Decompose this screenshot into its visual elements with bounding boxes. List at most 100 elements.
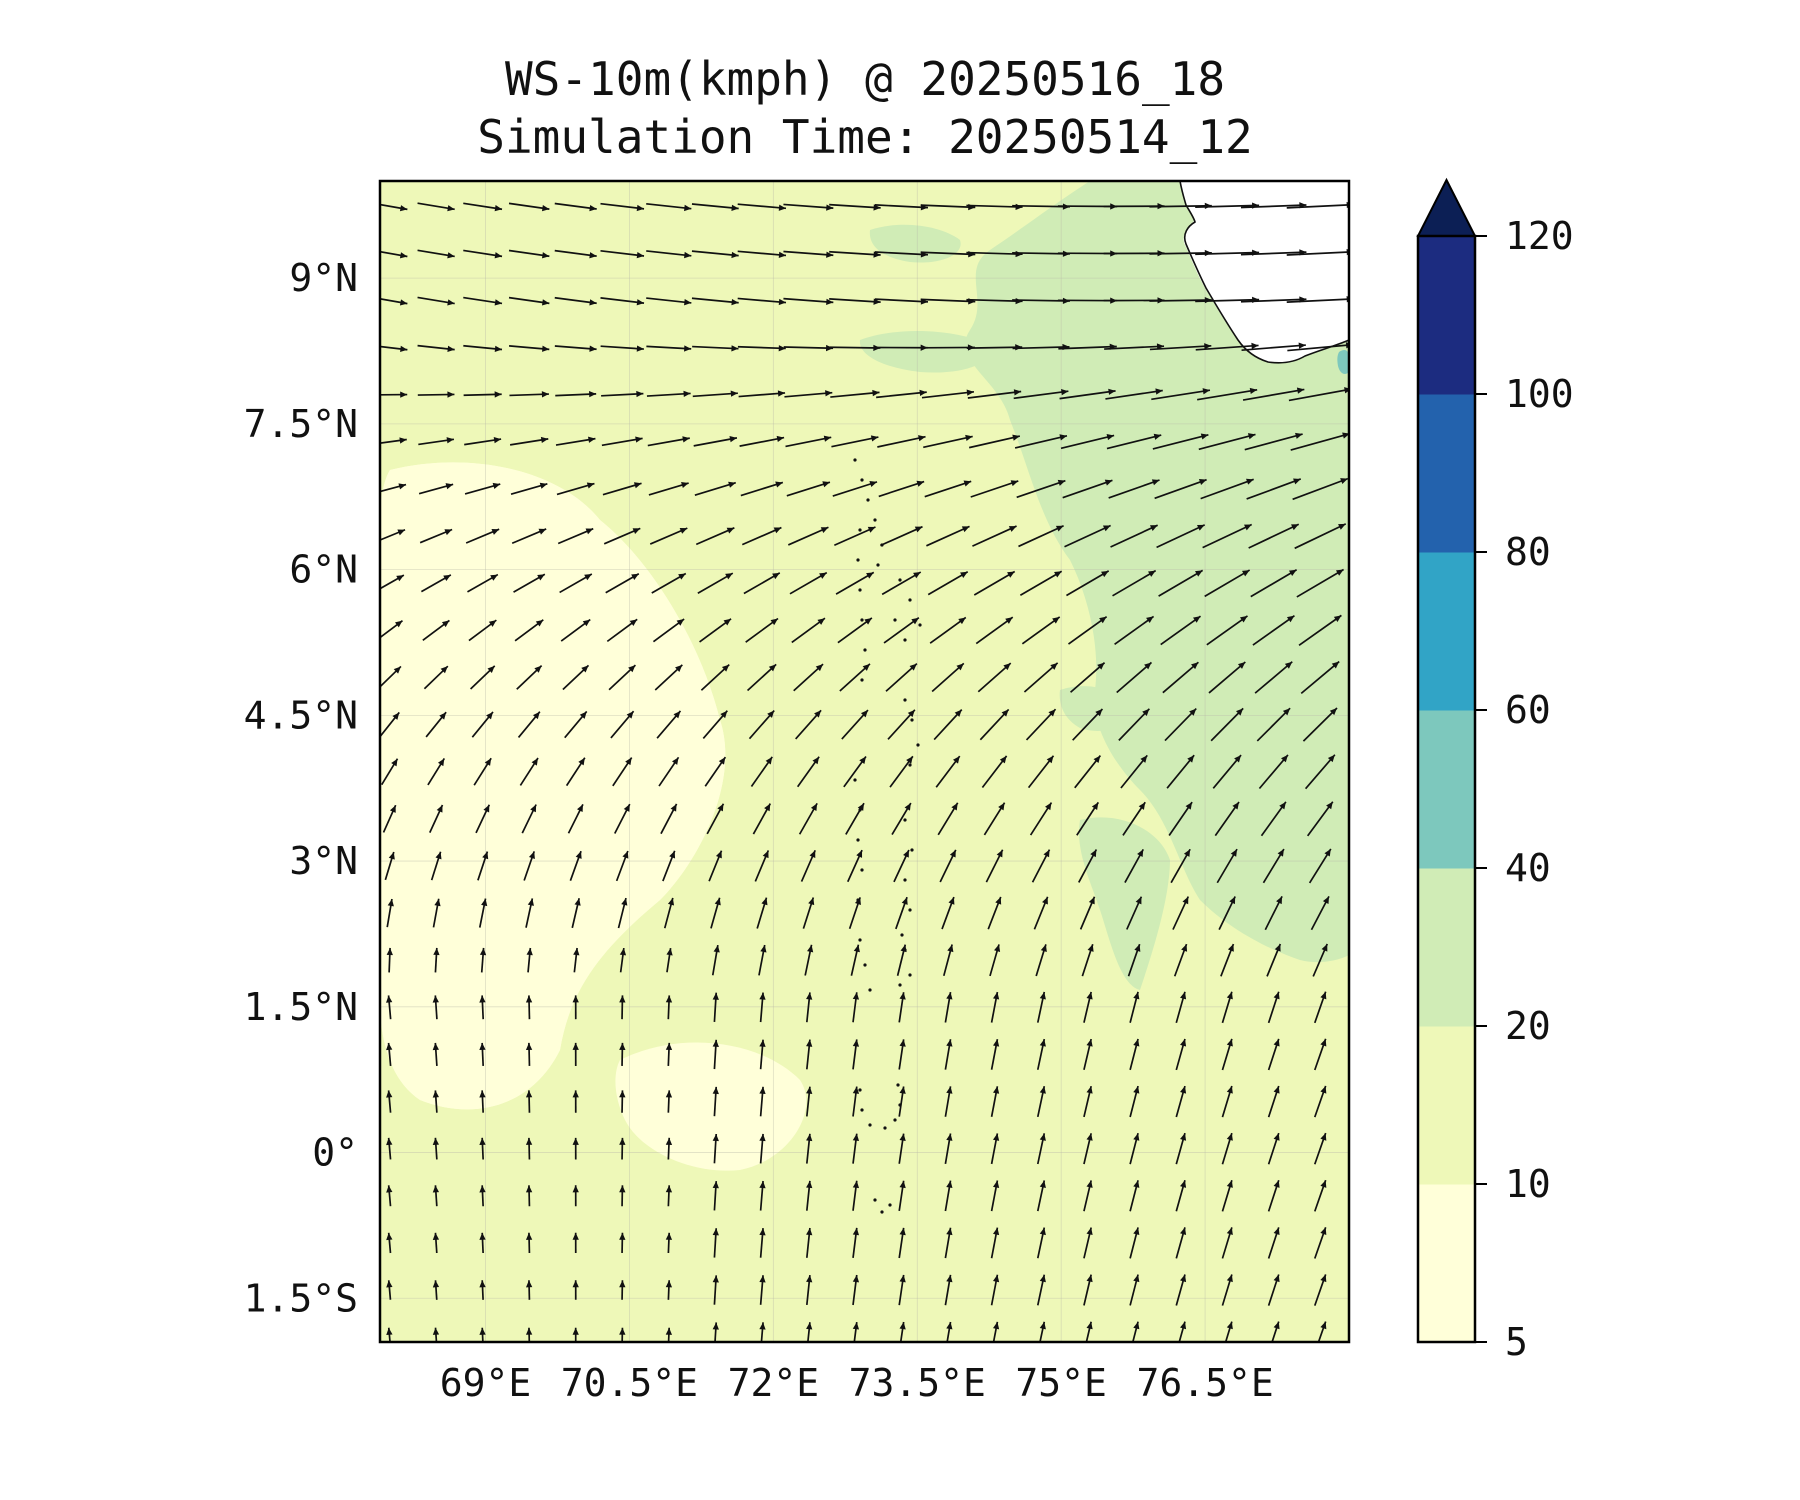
wind-arrow xyxy=(619,1137,626,1160)
wind-arrow xyxy=(1200,478,1254,500)
wind-arrow xyxy=(1106,433,1162,450)
wind-arrow xyxy=(572,1185,579,1207)
wind-arrow xyxy=(652,618,685,643)
wind-arrow xyxy=(1195,342,1259,351)
wind-arrow xyxy=(559,573,593,594)
wind-arrow xyxy=(1300,660,1340,695)
wind-arrow xyxy=(759,1086,766,1117)
wind-arrow xyxy=(1122,801,1146,836)
wind-arrow xyxy=(990,1227,1000,1259)
wind-arrow xyxy=(942,944,954,977)
wind-arrow xyxy=(968,434,1021,449)
atoll-dot xyxy=(898,983,902,987)
wind-arrow xyxy=(804,944,814,976)
wind-arrow xyxy=(1267,991,1280,1024)
atoll-dot xyxy=(873,1198,877,1202)
wind-arrow xyxy=(525,1185,533,1207)
atoll-dot xyxy=(860,868,864,872)
wind-arrow xyxy=(848,897,861,930)
wind-arrow xyxy=(692,345,739,352)
wind-arrow xyxy=(619,1090,626,1113)
wind-arrow xyxy=(845,802,865,835)
wind-arrow xyxy=(1202,523,1253,549)
wind-arrow xyxy=(617,897,628,929)
wind-arrow xyxy=(1072,708,1104,741)
wind-arrow xyxy=(1250,569,1298,598)
wind-arrow xyxy=(944,1039,953,1070)
wind-arrow xyxy=(926,525,970,547)
wind-arrow xyxy=(665,1090,673,1113)
wind-arrow xyxy=(508,249,550,259)
wind-arrow xyxy=(479,1280,486,1300)
wind-arrow xyxy=(837,617,873,644)
wind-arrow xyxy=(1120,754,1148,789)
colorbar-segment xyxy=(1418,552,1475,711)
wind-arrow xyxy=(748,709,775,740)
wind-arrow xyxy=(937,802,959,836)
lon-tick-label: 75°E xyxy=(1015,1361,1107,1405)
wind-arrow xyxy=(1304,754,1336,790)
wind-arrow xyxy=(743,572,781,595)
wind-arrow xyxy=(1018,525,1064,548)
wind-arrow xyxy=(509,345,550,352)
wind-arrow xyxy=(1127,943,1141,977)
wind-arrow xyxy=(555,391,597,398)
wind-arrow xyxy=(665,1042,673,1066)
wind-arrow xyxy=(889,755,914,788)
lon-tick-label: 70.5°E xyxy=(561,1361,698,1405)
wind-arrow xyxy=(695,527,735,546)
wind-arrow xyxy=(1129,1274,1140,1306)
lat-tick-label: 0° xyxy=(312,1131,358,1175)
wind-arrow xyxy=(805,1039,813,1070)
wind-arrow xyxy=(712,1322,719,1342)
wind-arrow xyxy=(554,249,597,259)
wind-arrow xyxy=(432,1327,440,1342)
wind-arrow xyxy=(418,437,455,446)
wind-arrow xyxy=(1021,616,1061,645)
atoll-dot xyxy=(880,1210,884,1214)
wind-arrow xyxy=(1149,343,1212,351)
wind-arrow xyxy=(1158,569,1204,597)
atoll-dot xyxy=(873,518,877,522)
wind-arrow xyxy=(896,944,907,976)
wind-arrow xyxy=(564,710,588,739)
colorbar-tick-label: 60 xyxy=(1505,688,1551,732)
wind-arrow xyxy=(700,663,730,691)
longitude-tick-labels: 69°E 70.5°E 72°E 73.5°E 75°E 76.5°E xyxy=(440,1361,1274,1405)
wind-arrow xyxy=(432,1042,439,1066)
wind-arrow xyxy=(430,851,442,881)
wind-arrow xyxy=(1074,755,1102,789)
wind-arrow xyxy=(979,708,1010,741)
colorbar-segment xyxy=(1418,236,1475,395)
wind-arrow xyxy=(931,662,965,693)
wind-arrow xyxy=(557,527,594,545)
wind-arrow xyxy=(525,1280,533,1300)
wind-arrow xyxy=(386,1185,393,1207)
wind-arrow xyxy=(697,572,734,595)
wind-arrow xyxy=(893,849,910,883)
wind-arrow xyxy=(852,1322,860,1342)
wind-arrow xyxy=(750,756,773,787)
wind-arrow xyxy=(789,571,828,595)
atoll-dot xyxy=(883,1126,887,1130)
wind-arrow xyxy=(1267,1132,1280,1165)
atoll-dot xyxy=(888,1203,892,1207)
wind-arrow xyxy=(1221,1227,1233,1259)
wind-arrow xyxy=(1083,991,1093,1023)
wind-arrow xyxy=(795,709,822,740)
wind-arrow xyxy=(665,1280,673,1300)
wind-arrow xyxy=(694,481,736,497)
wind-arrow xyxy=(658,756,680,787)
wind-arrow xyxy=(380,345,408,353)
wind-arrow xyxy=(380,203,408,212)
wind-arrow xyxy=(944,1133,953,1164)
wind-arrow xyxy=(975,616,1014,645)
wind-arrow xyxy=(479,1232,486,1254)
wind-arrow xyxy=(427,758,446,786)
wind-arrow xyxy=(881,571,922,596)
wind-arrow xyxy=(1114,615,1155,645)
wind-arrow xyxy=(665,1327,673,1342)
wind-arrow xyxy=(554,296,597,306)
wind-arrow xyxy=(380,758,399,786)
wind-arrow xyxy=(738,390,786,398)
